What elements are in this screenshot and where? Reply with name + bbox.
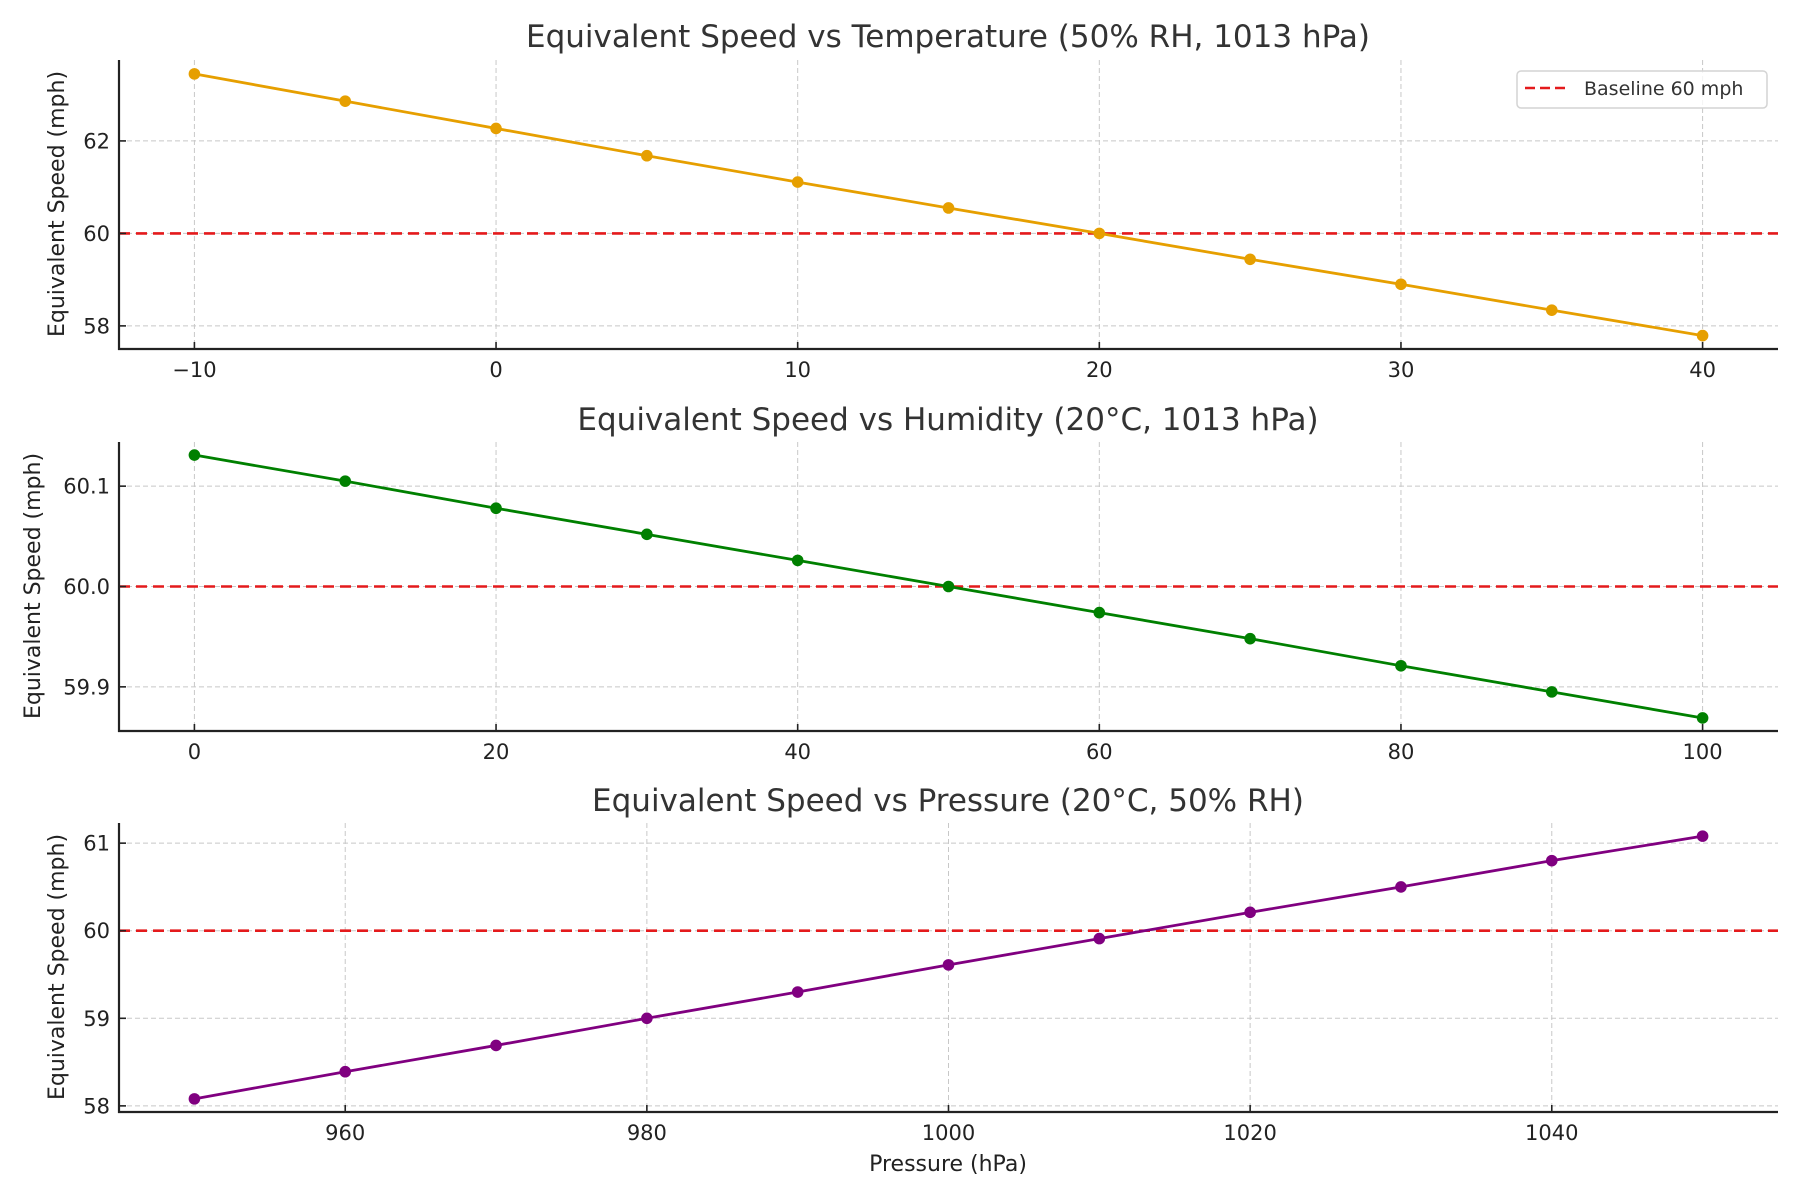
x-tick-label: −10: [172, 358, 216, 382]
data-point: [490, 502, 502, 515]
y-tick-label: 60.1: [63, 475, 110, 499]
data-point: [188, 449, 201, 461]
data-point: [1545, 304, 1558, 316]
x-tick-label: 20: [483, 740, 510, 764]
y-tick-label: 59: [83, 1007, 110, 1031]
x-tick-label: 100: [1683, 740, 1723, 764]
data-point: [490, 1039, 502, 1052]
x-tick-label: 960: [325, 1121, 365, 1145]
plot-area: −10 0 10 20 30 40 58 60 62 Baseline 60 mph: [83, 60, 1778, 382]
data-point: [942, 580, 955, 593]
x-tick-label: 1020: [1223, 1121, 1276, 1145]
data-point: [188, 68, 201, 80]
x-tick-label: 60: [1086, 740, 1113, 764]
data-point: [641, 528, 653, 541]
data-point: [641, 1012, 653, 1025]
data-point: [791, 986, 804, 998]
x-tick-label: 40: [1689, 358, 1716, 382]
chart-title: Equivalent Speed vs Pressure (20°C, 50% …: [592, 783, 1304, 819]
y-tick-label: 61: [83, 832, 110, 856]
data-point: [1696, 830, 1709, 842]
data-point: [641, 149, 653, 162]
data-point: [1244, 906, 1256, 919]
chart-title: Equivalent Speed vs Temperature (50% RH,…: [526, 19, 1370, 55]
legend: Baseline 60 mph: [1516, 70, 1768, 109]
y-tick-label: 62: [83, 129, 110, 153]
data-point: [1244, 632, 1256, 645]
data-point: [1395, 659, 1407, 672]
x-tick-label: 0: [489, 358, 502, 382]
x-axis-label: Pressure (hPa): [869, 1152, 1027, 1177]
y-tick-label: 58: [83, 314, 110, 338]
y-tick-label: 60: [83, 222, 110, 246]
data-point: [1545, 854, 1558, 867]
data-point: [1093, 932, 1106, 945]
data-point: [188, 1093, 201, 1105]
x-tick-label: 1040: [1525, 1121, 1578, 1145]
data-point: [1395, 881, 1407, 893]
x-tick-label: 20: [1086, 358, 1113, 382]
data-point: [791, 176, 804, 188]
data-point: [1545, 686, 1558, 698]
chart-title: Equivalent Speed vs Humidity (20°C, 1013…: [577, 402, 1318, 438]
data-point: [1244, 253, 1256, 266]
panel-temperature: Equivalent Speed vs Temperature (50% RH,…: [45, 19, 1778, 382]
panel-pressure: Equivalent Speed vs Pressure (20°C, 50% …: [45, 783, 1778, 1177]
data-point: [1696, 712, 1709, 724]
x-tick-label: 980: [627, 1121, 667, 1145]
data-point: [1093, 227, 1106, 240]
data-point: [339, 95, 352, 107]
legend-entry-label: Baseline 60 mph: [1584, 78, 1743, 100]
y-tick-label: 60: [83, 919, 110, 943]
x-tick-label: 10: [784, 358, 811, 382]
data-point: [1696, 329, 1709, 342]
y-axis-label: Equivalent Speed (mph): [45, 834, 70, 1100]
data-point: [942, 959, 955, 971]
plot-area: 0 20 40 60 80 100 59.9 60.0 60.1: [63, 442, 1778, 764]
x-tick-label: 40: [784, 740, 811, 764]
y-tick-label: 58: [83, 1094, 110, 1118]
data-point: [339, 475, 352, 487]
data-point: [490, 122, 502, 135]
y-tick-label: 60.0: [63, 575, 110, 599]
y-tick-label: 59.9: [63, 675, 110, 699]
data-point: [791, 554, 804, 567]
x-tick-label: 80: [1388, 740, 1415, 764]
legend-box: [1516, 70, 1768, 109]
plot-area: 960 980 1000 1020 1040 58 59 60 61: [83, 823, 1778, 1145]
y-axis-label: Equivalent Speed (mph): [45, 71, 70, 337]
data-point: [942, 202, 955, 214]
x-tick-label: 0: [188, 740, 201, 764]
data-point: [339, 1065, 352, 1078]
panel-humidity: Equivalent Speed vs Humidity (20°C, 1013…: [21, 402, 1778, 764]
data-point: [1093, 606, 1106, 619]
x-tick-label: 30: [1388, 358, 1415, 382]
x-tick-label: 1000: [922, 1121, 975, 1145]
data-point: [1395, 278, 1407, 291]
y-axis-label: Equivalent Speed (mph): [21, 453, 46, 719]
